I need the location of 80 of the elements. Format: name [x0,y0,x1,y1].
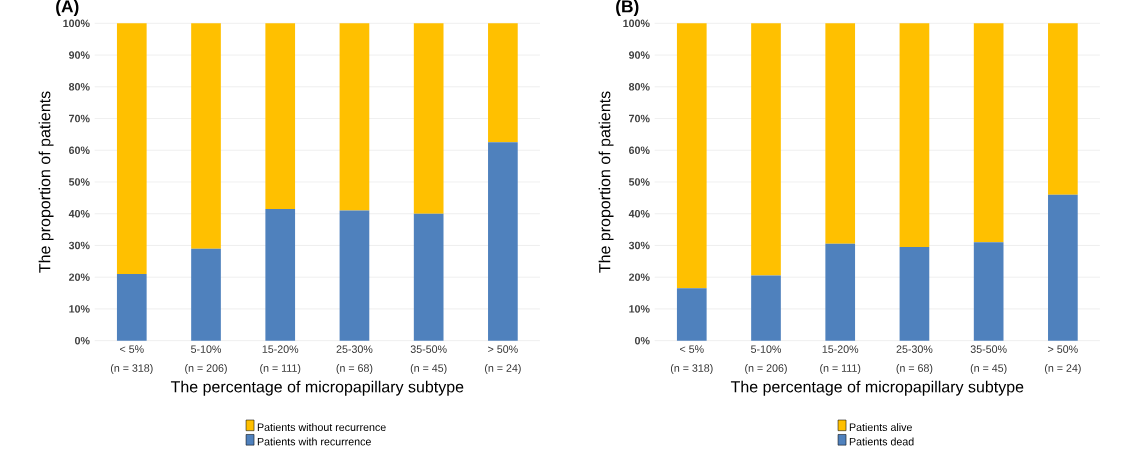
x-tick-label: 5-10% [191,345,222,353]
bar [116,274,147,341]
y-tick-label: 90% [628,51,650,59]
y-tick-label: 10% [629,305,650,313]
bar [676,23,707,289]
y-tick-label: 100% [63,19,90,28]
y-tick-label: 20% [628,273,650,281]
text: (n = 318) [110,364,153,374]
bar [339,23,370,211]
bar [339,210,370,341]
x-tick-label: > 50% [488,345,518,353]
x-tick-label: < 5% [120,345,144,353]
bar [488,142,518,341]
bar [191,248,221,341]
text: (n = 206) [745,364,787,374]
text: (n = 111) [260,364,301,374]
legend-label: Patients without recurrence [257,423,386,431]
bar [1048,23,1078,195]
y-tick-label: 20% [69,273,90,281]
bar [676,288,707,341]
x-tick-label: 35-50% [970,345,1007,353]
y-tick-label: 70% [69,114,90,123]
text: (n = 68) [336,364,373,374]
x-axis-title: The percentage of micropapillary subtype [730,380,1024,396]
bar [488,23,518,143]
bar [413,23,444,214]
bar [116,23,147,275]
y-tick-label: 80% [68,83,90,91]
y-axis-title: The proportion of patients [38,91,54,273]
bar [1048,194,1078,341]
legend-label: Patients dead [849,437,914,446]
x-tick-label: > 50% [1048,345,1078,353]
y-tick-label: 100% [623,19,650,28]
x-tick-label: 5-10% [751,345,782,353]
y-tick-label: 50% [628,178,650,186]
y-tick-label: 60% [629,146,650,155]
text: (n = 24) [485,364,521,374]
bar [265,208,296,341]
bar [825,243,856,341]
y-tick-label: 80% [628,83,650,91]
y-tick-label: 50% [68,178,90,186]
text: (n = 111) [820,364,861,374]
x-tick-label: 15-20% [262,345,299,353]
bar [899,23,930,248]
chart-title: (B) [616,0,639,16]
y-tick-label: 60% [69,146,90,155]
bar [973,242,1004,341]
legend-label: Patients alive [849,423,912,431]
bar [191,23,221,249]
y-tick-label: 40% [68,209,90,218]
text: (n = 206) [185,364,227,374]
y-tick-label: 90% [69,51,90,59]
bar [825,23,856,244]
bar [413,213,444,341]
y-tick-label: 30% [68,241,90,250]
text: (n = 68) [896,364,933,374]
text: (n = 45) [410,364,447,374]
text: (n = 24) [1045,364,1081,374]
x-tick-label: 15-20% [822,345,859,353]
x-tick-label: < 5% [680,345,704,353]
y-axis-title: The proportion of patients [598,91,614,273]
y-tick-label: 30% [628,241,650,250]
bar [751,275,781,341]
y-tick-label: 0% [74,336,90,345]
chart-title: (A) [56,0,79,16]
bar [751,23,781,276]
legend-label: Patients with recurrence [257,437,371,446]
text: (n = 318) [670,364,713,374]
bar [973,23,1004,243]
y-tick-label: 40% [628,209,650,218]
y-tick-label: 0% [634,336,650,345]
x-tick-label: 25-30% [896,345,933,353]
y-tick-label: 10% [69,305,90,313]
bar [899,247,930,341]
x-tick-label: 35-50% [410,345,447,353]
x-axis-title: The percentage of micropapillary subtype [170,380,464,396]
text: (n = 45) [970,364,1007,374]
x-tick-label: 25-30% [336,345,373,353]
y-tick-label: 70% [629,114,650,123]
bar [265,23,296,209]
